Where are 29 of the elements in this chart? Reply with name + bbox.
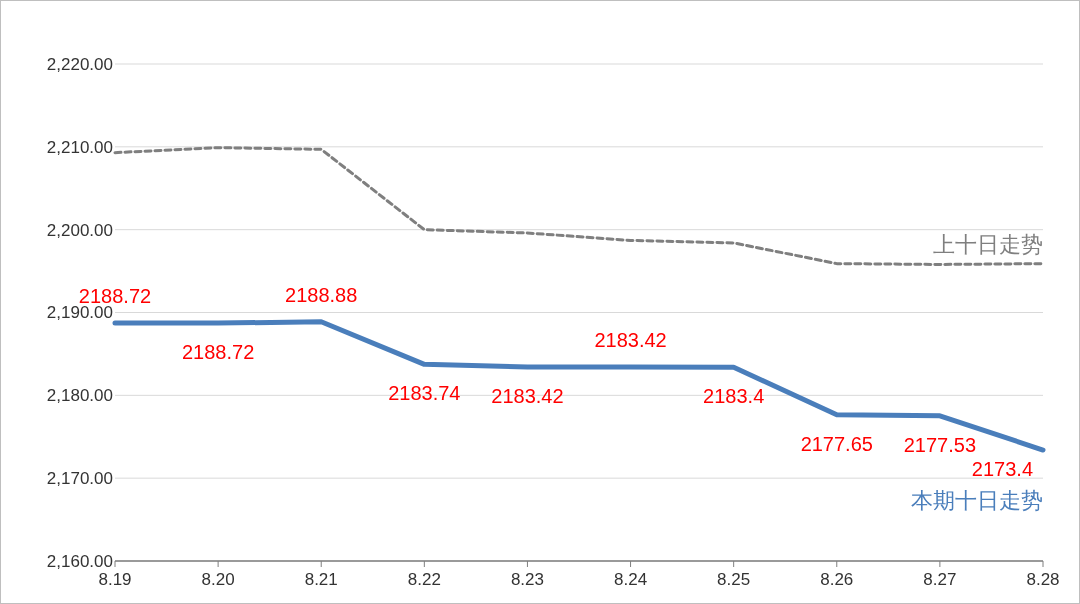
x-tick-label: 8.28 <box>1026 570 1060 589</box>
data-label: 2188.88 <box>285 283 358 306</box>
y-tick-label: 2,200.00 <box>46 220 113 240</box>
data-label: 2183.4 <box>703 385 765 408</box>
y-tick-label: 2,190.00 <box>46 303 113 323</box>
series-label: 本期十日走势 <box>911 488 1043 513</box>
y-tick-label: 2,180.00 <box>46 386 113 406</box>
data-label: 2183.42 <box>491 385 564 407</box>
x-tick-label: 8.27 <box>923 570 957 589</box>
data-label: 2173.4 <box>971 458 1033 480</box>
x-tick-label: 8.20 <box>201 570 235 589</box>
data-label: 2183.74 <box>388 382 461 405</box>
data-label: 2177.65 <box>800 432 873 455</box>
y-tick-label: 2,220.00 <box>46 54 113 74</box>
x-tick-label: 8.19 <box>98 570 132 589</box>
data-label: 2183.42 <box>594 329 667 351</box>
line-series <box>113 146 1045 266</box>
series-label: 上十日走势 <box>933 231 1043 257</box>
x-tick-label: 8.24 <box>614 570 648 589</box>
y-tick-label: 2,170.00 <box>46 469 113 489</box>
y-tick-label: 2,160.00 <box>46 551 113 571</box>
x-tick-label: 8.23 <box>510 570 544 589</box>
data-label: 2177.53 <box>903 433 977 456</box>
x-tick-label: 8.22 <box>407 570 441 589</box>
y-tick-label: 2,210.00 <box>46 137 113 157</box>
data-label: 2188.72 <box>181 341 255 364</box>
x-tick-label: 8.25 <box>717 570 751 589</box>
x-tick-label: 8.26 <box>820 570 854 589</box>
x-tick-label: 8.21 <box>304 570 338 589</box>
